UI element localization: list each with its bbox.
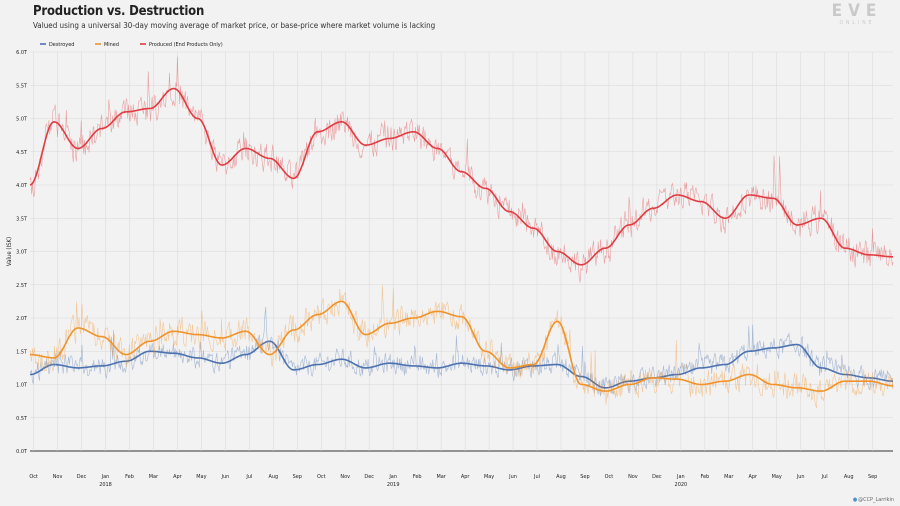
x-year-label: 2019	[387, 482, 400, 488]
x-tick-label: Jan	[388, 474, 397, 480]
x-tick-label: Jul	[821, 474, 828, 480]
x-tick-label: Dec	[652, 474, 662, 480]
x-tick-label: Jan	[101, 474, 110, 480]
x-tick-label: May	[196, 474, 206, 480]
x-tick-label: Jan	[676, 474, 685, 480]
x-tick-label: Apr	[173, 474, 183, 480]
series-moving-average-line	[30, 340, 893, 389]
x-tick-label: Oct	[317, 474, 326, 480]
x-year-label: 2020	[675, 482, 688, 488]
x-tick-label: Feb	[700, 474, 709, 480]
x-tick-label: Nov	[340, 474, 350, 480]
y-tick-label: 2.0T	[16, 316, 28, 322]
y-tick-label: 5.5T	[16, 83, 28, 89]
chart-title: Production vs. Destruction	[33, 4, 205, 19]
y-tick-label: 0.0T	[16, 449, 28, 455]
y-tick-label: 1.5T	[16, 349, 28, 355]
y-tick-label: 4.0T	[16, 183, 28, 189]
y-tick-label: 2.5T	[16, 283, 28, 289]
x-tick-label: Aug	[556, 474, 566, 480]
y-tick-label: 0.5T	[16, 416, 28, 422]
legend-label: Mined	[104, 42, 119, 48]
y-axis-label: Value (ISK)	[6, 237, 13, 266]
y-tick-label: 3.5T	[16, 216, 28, 222]
series-daily-line	[29, 284, 894, 409]
x-tick-label: Jul	[533, 474, 540, 480]
twitter-bird-icon: ●	[852, 497, 858, 503]
x-tick-label: Sep	[868, 474, 877, 480]
legend-label: Destroyed	[49, 42, 74, 48]
x-tick-label: Nov	[628, 474, 638, 480]
x-tick-label: Dec	[77, 474, 87, 480]
x-tick-label: Sep	[293, 474, 302, 480]
series-daily-line	[29, 306, 894, 397]
x-tick-label: Mar	[436, 474, 446, 480]
x-tick-label: Jun	[796, 474, 805, 480]
y-tick-label: 4.5T	[16, 150, 28, 156]
x-tick-label: Feb	[125, 474, 134, 480]
credit-handle: @CCP_Larrikin	[858, 497, 894, 503]
x-tick-label: Aug	[268, 474, 278, 480]
logo-main-text: EVE	[831, 1, 883, 21]
y-tick-label: 1.0T	[16, 383, 28, 389]
x-tick-label: Jun	[221, 474, 230, 480]
x-tick-label: Mar	[724, 474, 734, 480]
logo-sub-text: ONLINE	[839, 20, 875, 26]
legend-label: Produced (End Products Only)	[149, 42, 223, 48]
author-credit: ●@CCP_Larrikin	[853, 497, 894, 503]
x-tick-label: Apr	[461, 474, 471, 480]
x-tick-label: Mar	[149, 474, 159, 480]
x-tick-label: May	[772, 474, 782, 480]
series-moving-average-line	[30, 300, 893, 392]
x-year-label: 2018	[99, 482, 112, 488]
x-tick-label: May	[484, 474, 494, 480]
x-tick-label: Jul	[245, 474, 252, 480]
x-tick-label: Sep	[580, 474, 589, 480]
x-tick-label: Dec	[364, 474, 374, 480]
y-tick-label: 6.0T	[16, 50, 28, 56]
x-tick-label: Aug	[844, 474, 854, 480]
y-tick-label: 5.0T	[16, 117, 28, 123]
x-tick-label: Jun	[508, 474, 517, 480]
series-moving-average-line	[29, 87, 893, 266]
x-tick-label: Oct	[605, 474, 614, 480]
x-tick-label: Oct	[29, 474, 38, 480]
x-tick-label: Nov	[53, 474, 63, 480]
chart-subtitle: Valued using a universal 30-day moving a…	[33, 21, 436, 30]
eve-online-logo: EVE ONLINE	[828, 2, 886, 30]
x-tick-label: Feb	[413, 474, 422, 480]
y-tick-label: 3.0T	[16, 250, 28, 256]
x-tick-label: Apr	[748, 474, 758, 480]
